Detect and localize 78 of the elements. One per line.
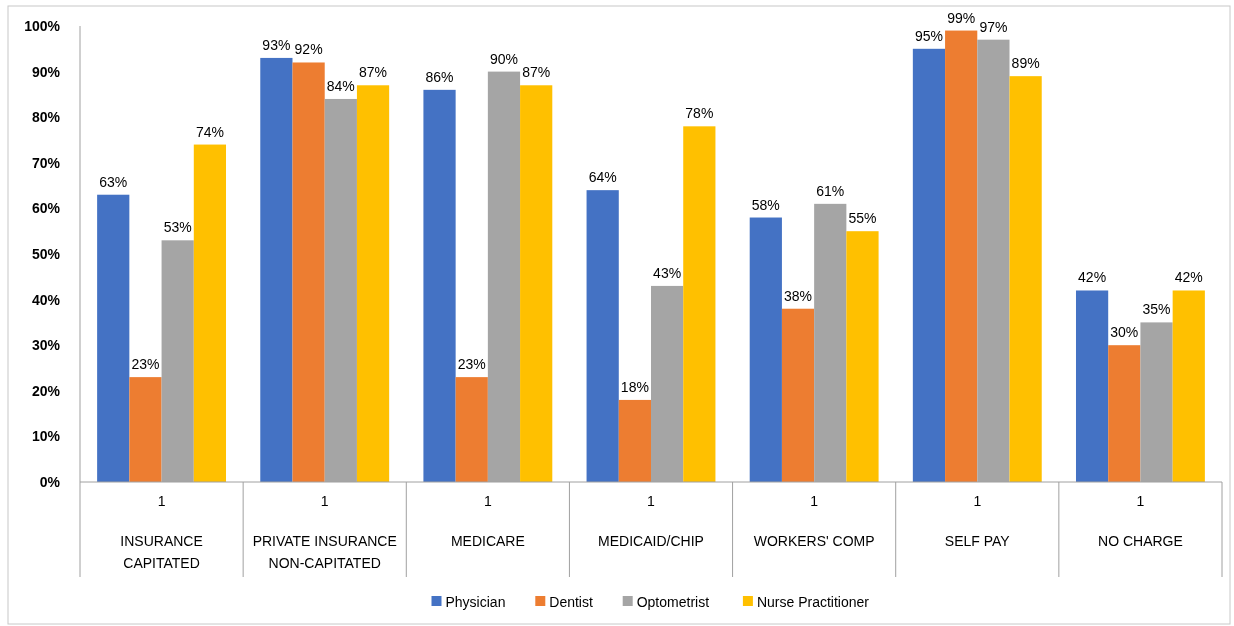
y-tick-label: 30% xyxy=(31,337,61,354)
bar xyxy=(1172,290,1205,482)
data-label: 84% xyxy=(326,77,355,94)
data-label: 63% xyxy=(99,173,128,190)
data-label: 23% xyxy=(457,356,486,373)
x-tick-label: NO CHARGE xyxy=(1098,533,1183,549)
bar xyxy=(129,377,162,482)
x-tick-label: PRIVATE INSURANCE NON-CAPITATED xyxy=(252,533,397,571)
y-tick-label: 100% xyxy=(24,17,61,34)
x-tick-label: SELF PAY xyxy=(944,533,1011,549)
data-label: 99% xyxy=(947,9,976,26)
bar xyxy=(586,190,619,482)
data-label: 30% xyxy=(1110,324,1139,341)
data-label: 86% xyxy=(425,68,454,85)
bar xyxy=(260,57,293,482)
data-label: 74% xyxy=(195,123,224,140)
data-label: 93% xyxy=(262,36,291,53)
legend-label: Nurse Practitioner xyxy=(756,593,870,610)
data-label: 89% xyxy=(1011,55,1040,72)
data-label: 87% xyxy=(359,64,388,81)
bar xyxy=(455,377,488,482)
data-label: 90% xyxy=(489,50,518,67)
data-label: 61% xyxy=(816,182,845,199)
data-label: 38% xyxy=(784,287,813,304)
y-tick-label: 80% xyxy=(31,109,61,126)
y-tick-label: 0% xyxy=(39,473,61,490)
x-tick-label: MEDICARE xyxy=(450,533,525,549)
bar xyxy=(1009,76,1042,482)
data-label: 18% xyxy=(620,378,649,395)
data-label: 53% xyxy=(163,219,192,236)
legend-label: Optometrist xyxy=(636,593,710,610)
data-label: 87% xyxy=(522,64,551,81)
bar xyxy=(781,308,815,482)
bar xyxy=(683,126,716,482)
text: 1 xyxy=(1136,493,1145,509)
data-label: 95% xyxy=(914,27,943,44)
x-tick-label: MEDICAID/CHIP xyxy=(598,533,704,549)
y-tick-label: 20% xyxy=(31,382,61,399)
legend-label: Dentist xyxy=(549,593,593,610)
y-tick-label: 10% xyxy=(31,428,61,445)
data-label: 78% xyxy=(685,105,714,122)
data-label: 92% xyxy=(294,41,323,58)
bar xyxy=(912,48,946,482)
y-tick-label: 50% xyxy=(31,245,61,262)
bar xyxy=(97,194,130,482)
bar xyxy=(618,399,651,482)
bar xyxy=(423,89,456,482)
text: 1 xyxy=(810,493,819,509)
text: 1 xyxy=(973,493,982,509)
x-tick-label: WORKERS' COMP xyxy=(753,533,875,549)
data-label: 64% xyxy=(588,169,617,186)
y-tick-label: 90% xyxy=(31,63,61,80)
text: 1 xyxy=(320,493,329,509)
bar xyxy=(1108,345,1141,482)
x-tick-label: INSURANCE CAPITATED xyxy=(120,533,203,571)
data-label: 58% xyxy=(751,196,780,213)
bar xyxy=(846,231,879,482)
data-label: 42% xyxy=(1078,269,1107,286)
text: 1 xyxy=(647,493,656,509)
data-label: 97% xyxy=(979,18,1008,35)
y-tick-label: 40% xyxy=(31,291,61,308)
text: 1 xyxy=(157,493,166,509)
data-label: 35% xyxy=(1142,301,1171,318)
data-label: 55% xyxy=(848,210,877,227)
y-tick-label: 60% xyxy=(31,200,61,217)
legend-label: Physician xyxy=(445,593,506,610)
data-label: 42% xyxy=(1174,269,1203,286)
bar xyxy=(292,62,325,482)
text: 1 xyxy=(483,493,492,509)
bar xyxy=(1075,290,1109,482)
bar xyxy=(193,144,227,482)
bar xyxy=(749,217,782,482)
data-label: 23% xyxy=(131,356,160,373)
data-label: 43% xyxy=(653,264,682,281)
y-tick-label: 70% xyxy=(31,154,61,171)
bar xyxy=(520,85,553,482)
bar xyxy=(356,85,390,482)
bar xyxy=(945,30,978,482)
